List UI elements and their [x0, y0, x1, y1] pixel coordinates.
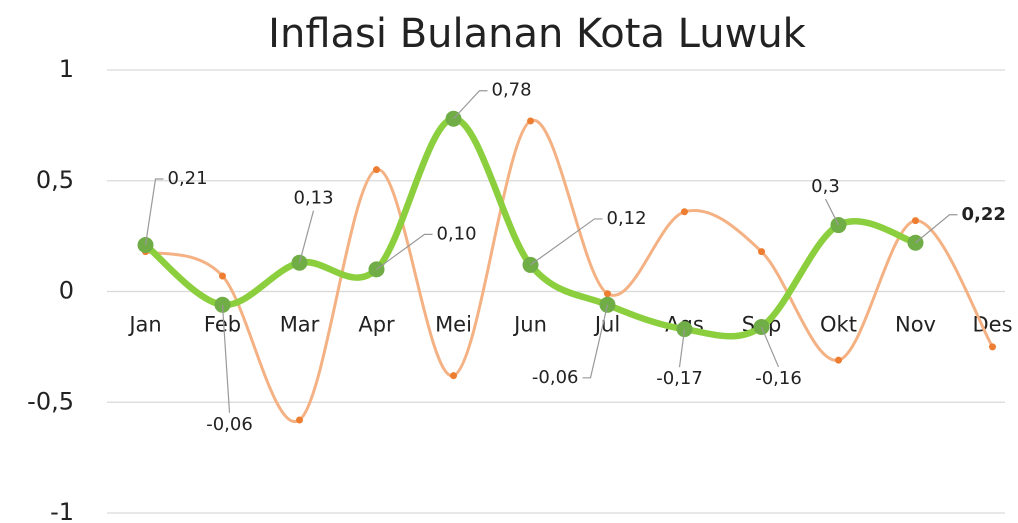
y-tick-label: 1	[59, 55, 74, 83]
data-label: 0,22	[962, 204, 1006, 225]
x-tick-label: Jul	[593, 313, 620, 337]
x-tick-label: Mar	[280, 313, 320, 337]
leader-line	[678, 329, 686, 368]
data-label: -0,06	[532, 367, 579, 388]
data-point	[681, 208, 688, 216]
x-tick-label: Mei	[435, 313, 472, 337]
data-label: 0,12	[607, 208, 647, 229]
data-label: 0,10	[437, 223, 477, 244]
leader-line	[582, 304, 609, 379]
data-point	[912, 217, 919, 225]
data-point	[296, 416, 303, 424]
leader-line	[530, 218, 603, 266]
x-tick-label: Feb	[204, 313, 241, 337]
x-tick-label: Jun	[512, 313, 547, 337]
x-tick-label: Nov	[895, 313, 936, 337]
leader-line	[915, 214, 958, 244]
data-label: -0,17	[656, 368, 703, 389]
leader-line	[824, 198, 840, 226]
data-label: 0,78	[492, 80, 532, 101]
x-tick-label: Jan	[127, 313, 161, 337]
data-label: 0,3	[811, 176, 840, 197]
data-point	[835, 356, 842, 364]
data-label: -0,06	[206, 414, 253, 435]
chart-title: Inflasi Bulanan Kota Luwuk	[268, 11, 806, 57]
y-tick-label: -0,5	[27, 387, 74, 415]
data-point	[758, 248, 765, 256]
data-label: -0,16	[755, 368, 802, 389]
leader-line	[376, 233, 433, 270]
data-point	[527, 117, 534, 125]
data-point	[373, 166, 380, 174]
series-line	[142, 115, 919, 340]
leader-line	[221, 304, 231, 413]
leader-line	[144, 178, 164, 246]
leader-line	[453, 90, 488, 120]
leader-line	[760, 326, 780, 368]
data-point	[450, 372, 457, 380]
leader-line	[298, 210, 315, 263]
data-label: 0,13	[293, 188, 333, 209]
y-tick-label: 0	[59, 277, 74, 305]
x-tick-label: Okt	[820, 313, 857, 337]
data-point	[989, 343, 996, 351]
y-tick-label: -1	[50, 498, 74, 523]
data-label: 0,21	[168, 168, 208, 189]
data-point	[219, 272, 226, 280]
data-point	[604, 290, 611, 298]
x-tick-label: Apr	[358, 313, 395, 337]
y-tick-label: 0,5	[36, 166, 74, 194]
